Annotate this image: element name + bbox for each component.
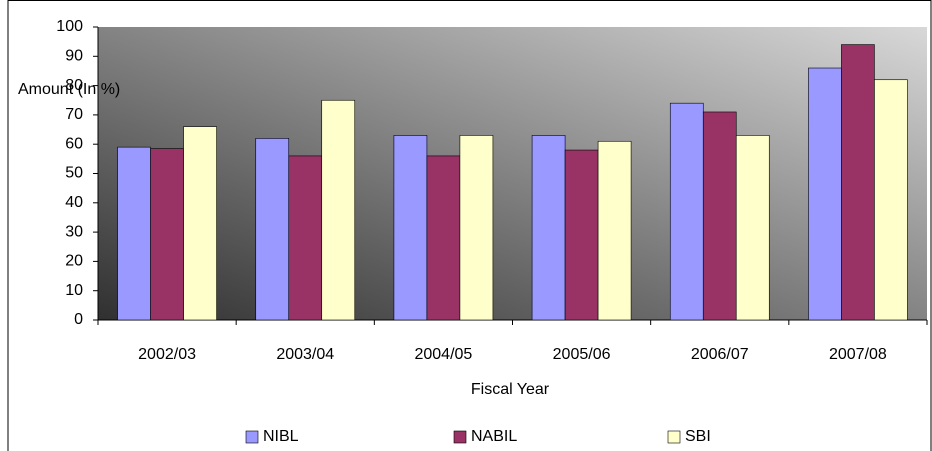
x-tick-label: 2002/03: [138, 346, 196, 363]
bar: [255, 138, 290, 321]
x-tick-label: 2006/07: [691, 346, 749, 363]
bar: [531, 135, 566, 321]
bar: [669, 102, 704, 321]
y-tick-label: 20: [65, 253, 83, 270]
y-tick-label: 90: [65, 48, 83, 65]
x-tick-label: 2005/06: [553, 346, 611, 363]
y-tick-label: 50: [65, 165, 83, 182]
bar: [117, 146, 151, 321]
legend-label: NIBL: [263, 428, 299, 445]
y-tick-label: 0: [74, 311, 83, 328]
y-tick-label: 70: [65, 106, 83, 123]
bar: [426, 155, 461, 321]
legend-swatch: [245, 430, 259, 444]
bar: [597, 140, 632, 321]
y-tick-label: 80: [65, 77, 83, 94]
legend-label: SBI: [685, 428, 711, 445]
x-axis-label: Fiscal Year: [471, 381, 550, 398]
y-tick-label: 30: [65, 223, 83, 240]
bar: [321, 99, 356, 321]
bar: [393, 135, 428, 321]
y-tick-label: 10: [65, 282, 83, 299]
bar: [288, 155, 323, 321]
bar: [150, 148, 184, 321]
bar: [459, 135, 494, 321]
legend-swatch: [667, 430, 681, 444]
legend-label: NABIL: [471, 428, 517, 445]
bar: [874, 79, 908, 321]
y-tick-label: 60: [65, 135, 83, 152]
bar: [183, 126, 217, 321]
x-tick-label: 2004/05: [414, 346, 472, 363]
x-tick-label: 2007/08: [829, 346, 887, 363]
y-tick-label: 100: [56, 18, 83, 35]
bar: [735, 135, 770, 321]
bar: [702, 111, 737, 321]
x-tick-label: 2003/04: [276, 346, 334, 363]
bar: [808, 67, 842, 321]
bar: [564, 149, 599, 321]
legend-swatch: [453, 430, 467, 444]
bar: [841, 44, 875, 321]
plot-area: [98, 27, 927, 320]
y-tick-label: 40: [65, 194, 83, 211]
